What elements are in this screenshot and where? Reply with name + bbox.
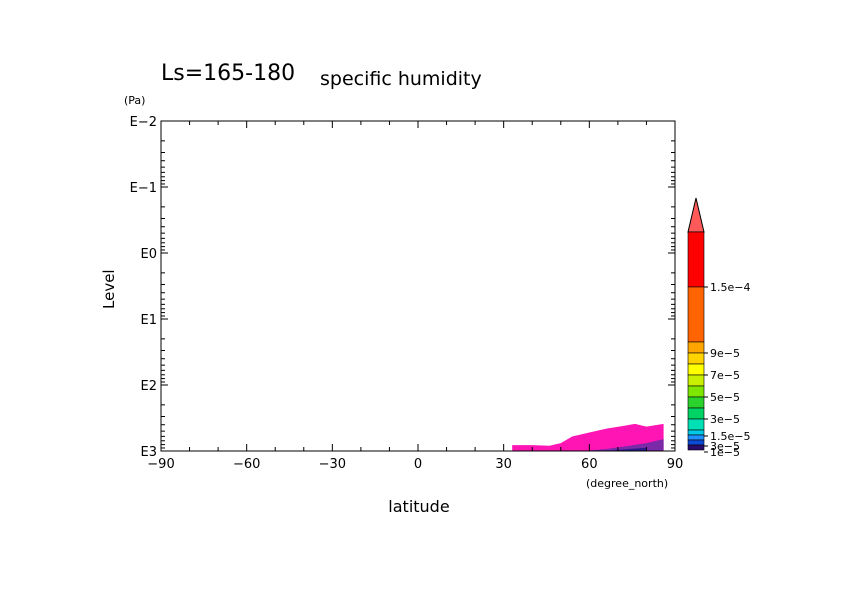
y-tick-label: E1 — [141, 313, 158, 328]
colorbar-swatch — [687, 231, 705, 288]
x-axis-ticks: −90 −60 −30 0 30 60 90 — [147, 121, 683, 472]
colorbar-swatch — [687, 418, 705, 431]
colorbar-swatch — [687, 439, 705, 446]
colorbar-swatch — [687, 429, 705, 436]
colorbar-swatch — [687, 434, 705, 441]
y-tick-label: E0 — [141, 247, 158, 262]
colorbar-extension — [687, 197, 705, 233]
colorbar-swatch — [687, 363, 705, 376]
chart-title-period: Ls=165-180 — [161, 61, 295, 86]
x-tick-label: 30 — [495, 457, 512, 472]
colorbar-swatch — [687, 341, 705, 354]
x-tick-label: −30 — [319, 457, 346, 472]
y-axis-unit: (Pa) — [124, 94, 145, 107]
contour-region-outer — [512, 423, 664, 451]
y-tick-label: E−1 — [130, 181, 157, 196]
colorbar-label: 1e−5 — [710, 446, 740, 459]
colorbar-swatch — [687, 352, 705, 365]
x-tick-label: 90 — [667, 457, 684, 472]
y-tick-label: E−2 — [130, 115, 157, 130]
colorbar-swatch — [687, 444, 705, 451]
colorbar-label: 3e−5 — [710, 440, 740, 453]
colorbar-label: 7e−5 — [710, 369, 740, 382]
x-axis-label: latitude — [388, 497, 449, 516]
x-tick-label: 60 — [581, 457, 598, 472]
x-tick-label: −60 — [233, 457, 260, 472]
colorbar-swatch — [687, 407, 705, 420]
chart-title-variable: specific humidity — [320, 68, 482, 90]
colorbar-label: 9e−5 — [710, 347, 740, 360]
colorbar-swatch — [687, 374, 705, 387]
x-tick-label: 0 — [414, 457, 422, 472]
y-axis-label: Level — [100, 269, 118, 309]
plot-frame — [160, 120, 676, 452]
y-tick-label: E2 — [141, 379, 158, 394]
x-tick-label: −90 — [147, 457, 174, 472]
colorbar-swatch — [687, 385, 705, 398]
colorbar-label: 3e−5 — [710, 413, 740, 426]
colorbar-swatch — [687, 286, 705, 343]
colorbar-swatch — [687, 396, 705, 409]
humidity-contour-fill — [512, 423, 664, 451]
y-tick-label: E3 — [141, 445, 158, 460]
colorbar: 1.5e−49e−57e−55e−53e−51.5e−53e−51e−5 — [687, 197, 750, 459]
contour-region-deep — [606, 447, 647, 451]
colorbar-label: 1.5e−4 — [710, 281, 750, 294]
colorbar-label: 5e−5 — [710, 391, 740, 404]
x-axis-unit: (degree_north) — [586, 477, 668, 490]
y-axis-ticks: E−2 E−1 E0 E1 E2 E3 — [130, 115, 675, 460]
colorbar-label: 1.5e−5 — [710, 430, 750, 443]
